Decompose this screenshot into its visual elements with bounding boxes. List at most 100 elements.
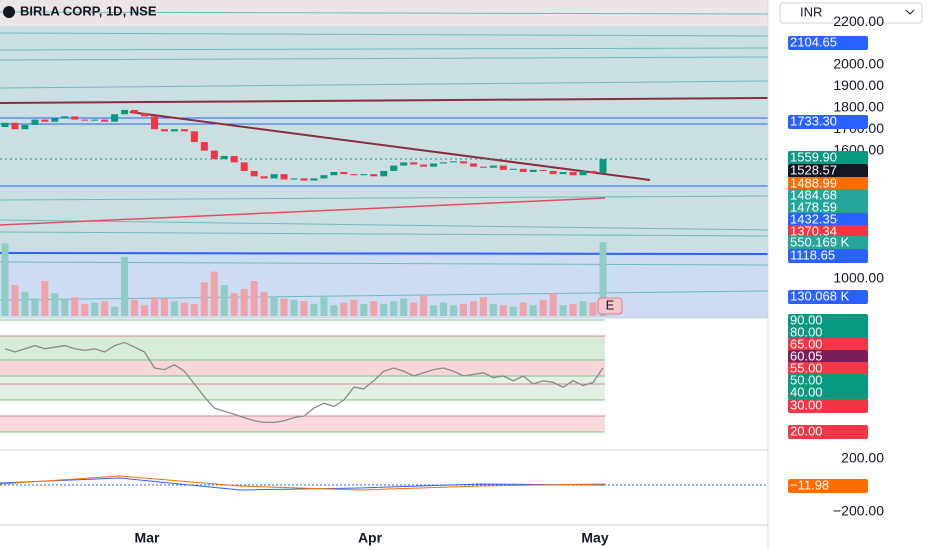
candle: [400, 162, 408, 166]
rsi-band: [0, 416, 605, 432]
rsi-badge-label: 30.00: [790, 397, 823, 412]
price-badge-label: 1559.90: [790, 149, 837, 164]
volume-bar: [101, 301, 109, 316]
candle: [1, 122, 9, 128]
volume-bar: [280, 298, 288, 316]
price-tick-label: 1000.00: [833, 270, 884, 286]
volume-bar: [1, 243, 9, 316]
earnings-label: E: [606, 297, 615, 312]
rsi-badge: 55.00: [788, 360, 868, 376]
volume-bar: [539, 299, 547, 316]
volume-bar: [489, 303, 497, 316]
price-badge: 1528.57: [788, 162, 868, 178]
volume-bar: [41, 281, 49, 316]
candle: [61, 116, 69, 119]
rsi-badge: 20.00: [788, 423, 868, 439]
price-tick-label: 1900.00: [833, 77, 884, 93]
volume-bar: [71, 297, 79, 316]
candle: [549, 170, 557, 175]
volume-bar: [260, 291, 268, 316]
macd-tick-label: −200.00: [833, 503, 884, 519]
volume-bar: [440, 302, 448, 316]
price-badge: 1478.59: [788, 199, 868, 215]
volume-bar: [21, 291, 29, 316]
price-badge-label-bg: [788, 151, 868, 165]
macd-badge-label-bg: [788, 479, 868, 493]
candle: [370, 174, 378, 177]
currency-box[interactable]: [779, 2, 923, 24]
volume-bar: [559, 305, 567, 316]
rsi-band: [0, 360, 605, 376]
volume-bar: [170, 301, 178, 316]
signal-line: [0, 475, 606, 491]
price-badge: 130.068 K: [788, 288, 868, 304]
price-badge: 1733.30: [788, 113, 868, 129]
volume-bar: [410, 302, 418, 316]
volume-bar: [11, 285, 19, 316]
candle: [260, 176, 268, 179]
price-badge-label-bg: [788, 164, 868, 178]
volume-bar: [330, 305, 338, 316]
price-badge: 550.169 K: [788, 234, 868, 250]
candle: [450, 161, 457, 163]
price-badge-label-bg: [788, 290, 868, 304]
price-badge-label: 2104.65: [790, 34, 837, 49]
volume-bar: [300, 301, 308, 316]
earnings-badge[interactable]: [597, 297, 623, 315]
support-line: [0, 197, 606, 226]
rsi-badge-label-bg: [788, 425, 868, 439]
volume-bar: [240, 289, 248, 316]
volume-bar: [589, 302, 597, 316]
candle: [111, 114, 119, 122]
candle: [559, 172, 567, 175]
volume-bar: [180, 302, 188, 316]
volume-bar: [469, 301, 477, 316]
x-tick-label: Apr: [358, 530, 383, 546]
volume-bar: [529, 305, 537, 316]
candle: [340, 172, 348, 175]
candle: [41, 119, 49, 122]
volume-bar: [111, 306, 119, 316]
candle: [459, 161, 467, 164]
drawn-lines: [0, 11, 769, 301]
volume-bar: [370, 301, 378, 316]
price-badge-label: 1733.30: [790, 113, 837, 128]
rsi-badge-label-bg: [788, 314, 868, 328]
rsi-badge-label: 90.00: [790, 312, 823, 327]
rsi-band: [0, 376, 605, 400]
candle: [141, 113, 149, 117]
volume-bar: [250, 281, 258, 316]
candle: [240, 162, 248, 171]
volume-bar: [230, 293, 238, 316]
candle: [420, 164, 428, 167]
volume-bar: [350, 299, 358, 316]
price-badge-label-bg: [788, 225, 868, 239]
price-badge: 1118.65: [788, 247, 868, 263]
candle: [380, 170, 388, 177]
rsi-badge: 90.00: [788, 312, 868, 328]
volume-bar: [569, 303, 577, 316]
candle: [350, 174, 358, 176]
candle: [310, 178, 318, 181]
candles: [1, 109, 607, 181]
candle: [91, 119, 99, 121]
right-axis: 2200.002000.001900.001800.001700.001600.…: [788, 13, 884, 519]
symbol-title: BIRLA CORP, 1D, NSE: [20, 3, 157, 18]
volume-bar: [190, 303, 198, 316]
price-badge-label-bg: [788, 213, 868, 227]
candle: [280, 174, 288, 180]
macd-line: [0, 477, 606, 491]
dropdown-icon: [905, 9, 915, 15]
candle: [489, 165, 497, 168]
volume-bar: [131, 299, 139, 316]
price-badge-label: 130.068 K: [790, 288, 850, 303]
volume-bar: [519, 302, 527, 316]
resistance-line: [0, 97, 769, 104]
rsi-badge-label-bg: [788, 326, 868, 340]
candle: [290, 178, 298, 180]
candle: [121, 109, 129, 115]
price-badge: 1432.35: [788, 211, 868, 227]
volume-bar: [290, 299, 298, 316]
price-badge-label: 1432.35: [790, 211, 837, 226]
macd-badge: −11.98: [788, 477, 868, 493]
